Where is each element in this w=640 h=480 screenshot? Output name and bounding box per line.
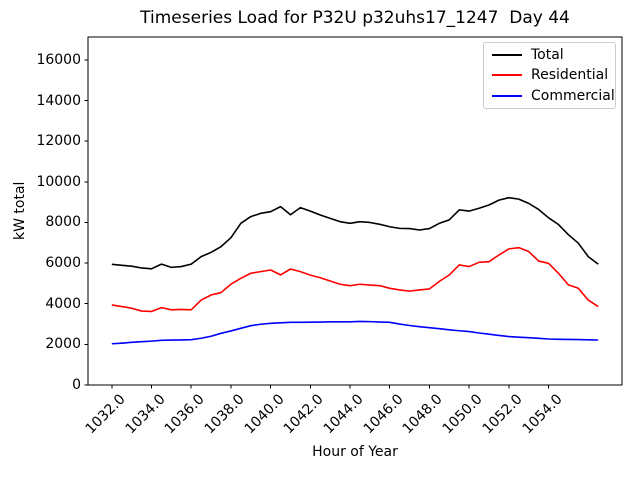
legend-entry-total: Total: [484, 47, 615, 63]
legend-line-total: [492, 54, 522, 57]
commercial-line: [111, 320, 599, 345]
legend-label-residential: Residential: [531, 67, 609, 84]
y-tick-label: 0: [72, 377, 81, 393]
legend-label-total: Total: [531, 47, 564, 64]
y-tick-label: 8000: [45, 214, 81, 231]
legend-entry-commercial: Commercial: [484, 88, 615, 104]
legend: Total Residential Commercial: [483, 42, 616, 109]
y-axis-label: kW total: [12, 181, 28, 241]
y-tick-label: 10000: [36, 173, 81, 190]
legend-line-residential: [492, 74, 522, 77]
tick-marks: [84, 59, 550, 389]
total-line: [111, 196, 599, 270]
y-tick-label: 12000: [36, 133, 81, 150]
y-tick-label: 2000: [45, 336, 81, 353]
y-tick-label: 16000: [36, 51, 81, 68]
legend-line-commercial: [492, 94, 522, 97]
data-lines: [111, 196, 599, 345]
legend-entry-residential: Residential: [484, 67, 615, 83]
residential-line: [111, 246, 599, 313]
x-axis-label: Hour of Year: [312, 444, 398, 460]
legend-label-commercial: Commercial: [531, 87, 615, 104]
y-tick-label: 4000: [45, 295, 81, 312]
plot-frame: [87, 36, 623, 386]
y-tick-label: 6000: [45, 255, 81, 272]
chart-title: Timeseries Load for P32U p32uhs17_1247 D…: [140, 8, 570, 28]
y-tick-label: 14000: [36, 92, 81, 109]
